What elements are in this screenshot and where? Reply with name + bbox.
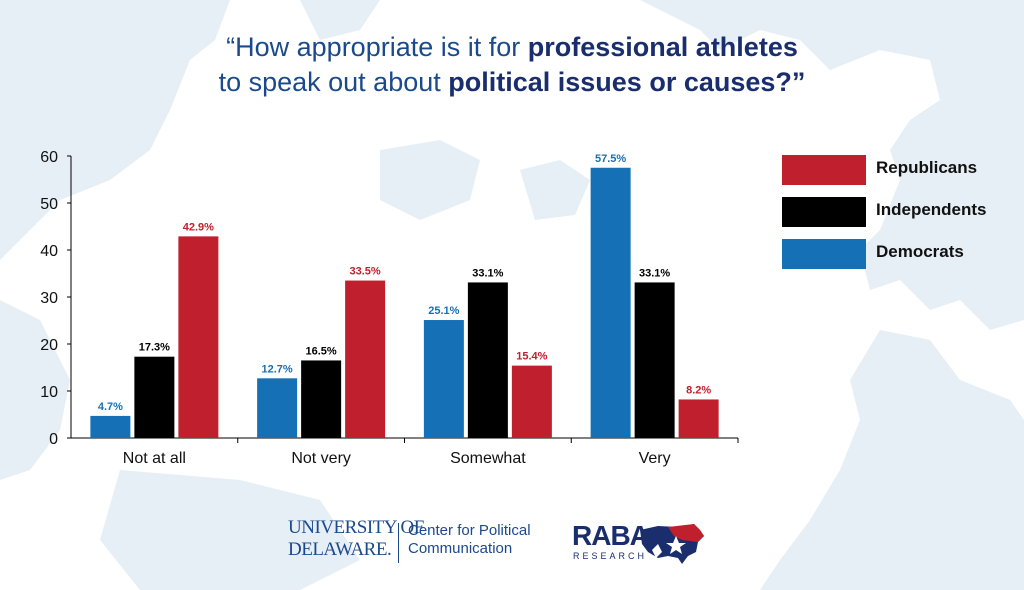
- y-tick-label: 10: [40, 384, 58, 401]
- y-tick-label: 50: [40, 196, 58, 213]
- bar-independents-0: [134, 356, 175, 438]
- legend-swatch-independents: [782, 197, 866, 227]
- title-line2-bold: political issues or causes?”: [448, 67, 806, 97]
- legend-swatch-republicans: [782, 155, 866, 185]
- data-label: 42.9%: [183, 221, 214, 233]
- bar-democrats-0: [90, 415, 131, 438]
- title-line1-regular: “How appropriate is it for: [226, 32, 528, 62]
- data-label: 33.5%: [350, 266, 381, 278]
- logo-divider: [398, 523, 399, 563]
- y-tick-label: 30: [40, 290, 58, 307]
- data-label: 17.3%: [139, 342, 170, 354]
- cpc-line2: Communication: [408, 540, 513, 557]
- x-category-label: Not at all: [123, 450, 186, 467]
- data-label: 4.7%: [98, 401, 123, 413]
- data-label: 57.5%: [595, 153, 626, 165]
- ud-logo-line1: UNIVERSITY OF: [288, 517, 424, 538]
- university-of-delaware-logo: UNIVERSITY OF DELAWARE. Center for Polit…: [286, 517, 546, 567]
- y-tick-label: 60: [40, 149, 58, 166]
- bar-independents-1: [301, 360, 342, 438]
- x-category-label: Very: [639, 450, 671, 467]
- legend-swatch-democrats: [782, 239, 866, 269]
- y-tick-label: 40: [40, 243, 58, 260]
- chart-title-line2: to speak out about political issues or c…: [0, 65, 1024, 99]
- bar-independents-3: [634, 282, 675, 438]
- data-label: 16.5%: [306, 345, 337, 357]
- bar-republicans-0: [178, 236, 219, 438]
- title-line2-regular: to speak out about: [218, 67, 449, 97]
- legend-label-republicans: Republicans: [876, 158, 978, 177]
- cpc-line1: Center for Political: [408, 522, 531, 539]
- title-line1-bold: professional athletes: [527, 32, 798, 62]
- legend-label-independents: Independents: [876, 200, 987, 219]
- data-label: 33.1%: [472, 267, 503, 279]
- raba-subtitle: RESEARCH: [573, 551, 648, 561]
- bar-independents-2: [467, 282, 508, 438]
- us-map-icon: [640, 524, 704, 564]
- data-label: 8.2%: [686, 384, 711, 396]
- y-tick-label: 20: [40, 337, 58, 354]
- raba-wordmark: RABA: [572, 520, 650, 551]
- chart-title-line1: “How appropriate is it for professional …: [0, 30, 1024, 64]
- ud-logo-line2: DELAWARE.: [288, 539, 392, 560]
- legend-label-democrats: Democrats: [876, 242, 964, 261]
- x-category-label: Not very: [291, 450, 351, 467]
- x-category-label: Somewhat: [450, 450, 526, 467]
- bar-republicans-2: [511, 365, 552, 438]
- bar-democrats-3: [590, 167, 631, 438]
- data-label: 33.1%: [639, 267, 670, 279]
- bar-democrats-1: [257, 378, 298, 438]
- data-label: 12.7%: [262, 363, 293, 375]
- bar-democrats-2: [423, 320, 464, 438]
- y-tick-label: 0: [49, 431, 58, 448]
- bar-republicans-3: [678, 399, 719, 438]
- data-label: 15.4%: [516, 351, 547, 363]
- bar-republicans-1: [345, 280, 386, 438]
- raba-research-logo: RABA RESEARCH: [572, 520, 712, 566]
- data-label: 25.1%: [428, 305, 459, 317]
